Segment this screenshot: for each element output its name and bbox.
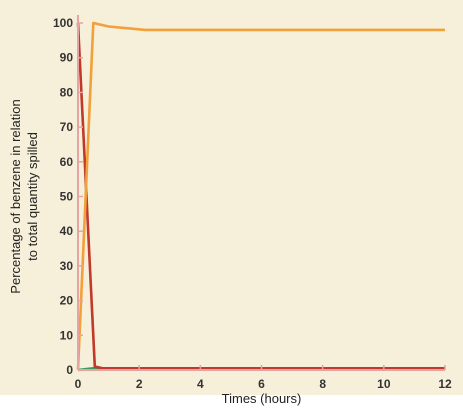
x-tick-label: 12 (438, 377, 452, 391)
y-tick-label: 30 (60, 259, 74, 273)
y-tick-label: 20 (60, 294, 74, 308)
x-tick-label: 2 (136, 377, 143, 391)
y-tick-label: 100 (53, 16, 73, 30)
x-tick-label: 6 (258, 377, 265, 391)
y-axis-title-line-1: Percentage of benzene in relation (8, 99, 23, 293)
y-tick-label: 40 (60, 224, 74, 238)
x-axis-title: Times (hours) (222, 391, 302, 406)
y-tick-label: 10 (60, 328, 74, 342)
y-tick-label: 60 (60, 155, 74, 169)
x-tick-label: 0 (75, 377, 82, 391)
y-tick-label: 90 (60, 51, 74, 65)
y-tick-label: 50 (60, 190, 74, 204)
y-tick-label: 0 (66, 363, 73, 377)
x-tick-label: 8 (319, 377, 326, 391)
y-tick-label: 70 (60, 120, 74, 134)
x-tick-label: 10 (377, 377, 391, 391)
y-tick-label: 80 (60, 85, 74, 99)
y-axis-title-line-2: to total quantity spilled (25, 132, 40, 261)
x-tick-label: 4 (197, 377, 204, 391)
